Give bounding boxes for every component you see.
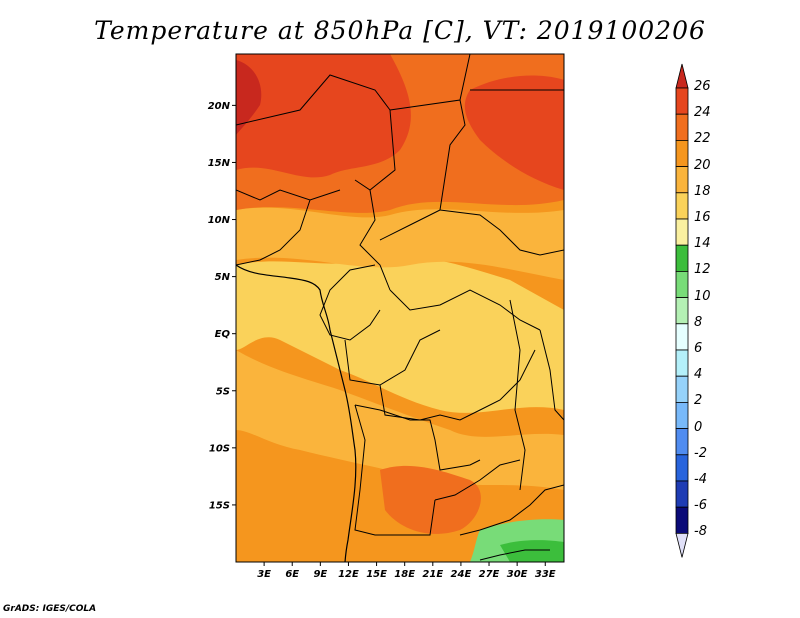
temperature-map: 20N 15N 10N 5N EQ 5S 10S 15S 3E 6E 9E 12E 15E 18E 21E… [208, 53, 565, 580]
lat-tick-label: 20N [208, 101, 231, 112]
colorbar-bottom-arrow [675, 532, 689, 558]
colorbar-label: 14 [694, 236, 711, 252]
colorbar-swatch [675, 323, 689, 351]
colorbar-swatch [675, 87, 689, 115]
lon-tick-label: 6E [285, 569, 299, 580]
lon-tick-label: 30E [507, 569, 528, 580]
lon-tick-label: 3E [257, 569, 271, 580]
lon-tick-label: 21E [422, 569, 443, 580]
colorbar-label: 10 [694, 288, 711, 304]
colorbar-label: 0 [694, 419, 703, 435]
lat-tick-label: 15N [208, 158, 231, 169]
colorbar-swatch [675, 166, 689, 194]
lat-tick-label: 10S [209, 443, 230, 454]
colorbar-label: 22 [694, 131, 711, 147]
colorbar-label: -8 [694, 524, 707, 540]
region-18-20-south [236, 350, 564, 490]
colorbar-swatch [675, 140, 689, 168]
lon-tick-label: 18E [394, 569, 415, 580]
latitude-ticks: 20N 15N 10N 5N EQ 5S 10S 15S [208, 101, 236, 511]
colorbar-label: 2 [694, 393, 703, 409]
colorbar-swatch [675, 244, 689, 272]
colorbar-swatch [675, 375, 689, 403]
colorbar-label: 4 [694, 367, 703, 383]
region-20-22-south [380, 465, 481, 534]
colorbar-swatch [675, 349, 689, 377]
grads-credit: GrADS: IGES/COLA [3, 604, 97, 614]
lon-tick-label: 15E [366, 569, 387, 580]
region-22-24 [236, 54, 411, 178]
lat-tick-label: 5N [215, 272, 231, 283]
colorbar-swatch [675, 218, 689, 246]
lat-tick-label: EQ [215, 329, 231, 340]
lon-tick-label: 24E [451, 569, 472, 580]
lon-tick-label: 12E [338, 569, 359, 580]
map-title: Temperature at 850hPa [C], VT: 201910020… [94, 16, 706, 45]
lon-tick-label: 27E [479, 569, 500, 580]
region-22-24-east [464, 75, 564, 190]
colorbar-label: 20 [694, 157, 711, 173]
colorbar-label: 24 [694, 105, 711, 121]
colorbar-swatch [675, 454, 689, 482]
lat-tick-label: 10N [208, 215, 231, 226]
colorbar-swatch [675, 480, 689, 508]
map-frame [235, 53, 565, 563]
colorbar-swatch [675, 113, 689, 141]
region-24-26 [236, 60, 262, 135]
colorbar-label: -6 [694, 498, 707, 514]
colorbar-swatch [675, 428, 689, 456]
colorbar-label: 16 [694, 210, 711, 225]
colorbar-top-arrow [675, 63, 689, 89]
region-18-20 [236, 207, 564, 280]
colorbar-label: -2 [694, 445, 707, 461]
longitude-ticks: 3E 6E 9E 12E 15E 18E 21E 24E 27E 30E 33E [257, 562, 556, 580]
colorbar-swatch [675, 506, 689, 534]
lon-tick-label: 9E [313, 569, 327, 580]
lat-tick-label: 5S [216, 386, 230, 397]
colorbar-label: 26 [694, 79, 711, 94]
temperature-field [236, 54, 564, 562]
colorbar-swatch [675, 401, 689, 429]
colorbar-label: 12 [694, 262, 711, 278]
country-borders [236, 54, 564, 561]
colorbar-swatch [675, 270, 689, 298]
colorbar [675, 63, 689, 558]
lat-tick-label: 15S [209, 500, 230, 511]
colorbar-swatch [675, 192, 689, 220]
colorbar-label: 18 [694, 183, 711, 199]
colorbar-label: -4 [694, 472, 707, 487]
colorbar-label: 6 [694, 341, 703, 356]
colorbar-swatch [675, 297, 689, 325]
region-14-16 [500, 540, 564, 562]
coastline [236, 264, 357, 562]
colorbar-label: 8 [694, 314, 703, 330]
lon-tick-label: 33E [535, 569, 556, 580]
